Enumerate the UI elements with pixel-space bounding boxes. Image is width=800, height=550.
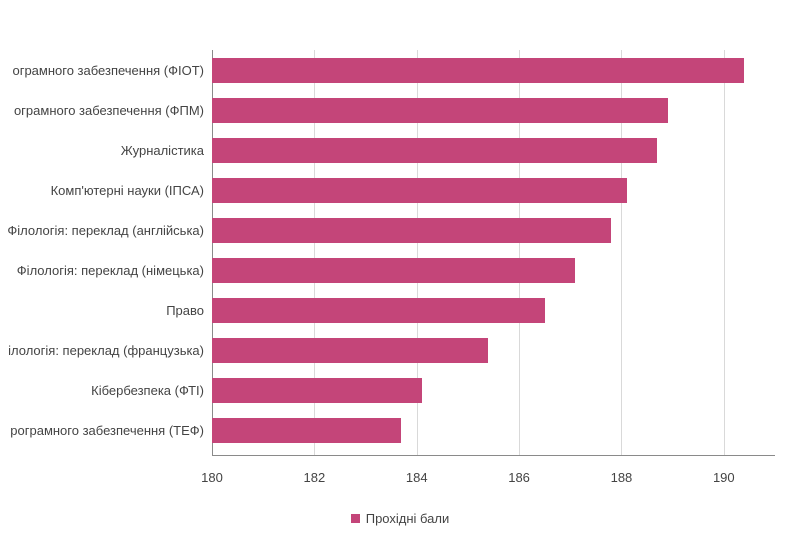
bar bbox=[212, 378, 422, 403]
legend-label: Прохідні бали bbox=[366, 511, 450, 526]
x-axis-line bbox=[212, 455, 775, 456]
bar bbox=[212, 138, 657, 163]
y-category-label: Кібербезпека (ФТІ) bbox=[0, 383, 204, 398]
bar bbox=[212, 418, 401, 443]
y-category-label: Право bbox=[0, 303, 204, 318]
legend-swatch bbox=[351, 514, 360, 523]
y-category-label: ілологія: переклад (французька) bbox=[0, 343, 204, 358]
x-tick-label: 182 bbox=[294, 470, 334, 485]
x-tick-label: 184 bbox=[397, 470, 437, 485]
y-category-label: рограмного забезпечення (ТЕФ) bbox=[0, 423, 204, 438]
bar bbox=[212, 178, 627, 203]
y-category-label: Журналістика bbox=[0, 143, 204, 158]
bar bbox=[212, 298, 545, 323]
gridline bbox=[724, 50, 725, 455]
bar bbox=[212, 338, 488, 363]
y-category-label: ограмного забезпечення (ФПМ) bbox=[0, 103, 204, 118]
bar bbox=[212, 218, 611, 243]
bar bbox=[212, 258, 575, 283]
legend: Прохідні бали bbox=[0, 510, 800, 526]
x-tick-label: 180 bbox=[192, 470, 232, 485]
y-category-label: Філологія: переклад (німецька) bbox=[0, 263, 204, 278]
y-category-label: Комп'ютерні науки (ІПСА) bbox=[0, 183, 204, 198]
bar bbox=[212, 58, 744, 83]
bar bbox=[212, 98, 668, 123]
y-category-label: Філологія: переклад (англійська) bbox=[0, 223, 204, 238]
x-tick-label: 188 bbox=[601, 470, 641, 485]
x-tick-label: 186 bbox=[499, 470, 539, 485]
passing-scores-chart: 180 182 184 186 188 190 ограмного забезпечення… bbox=[0, 0, 800, 550]
x-tick-label: 190 bbox=[704, 470, 744, 485]
y-category-label: ограмного забезпечення (ФІОТ) bbox=[0, 63, 204, 78]
